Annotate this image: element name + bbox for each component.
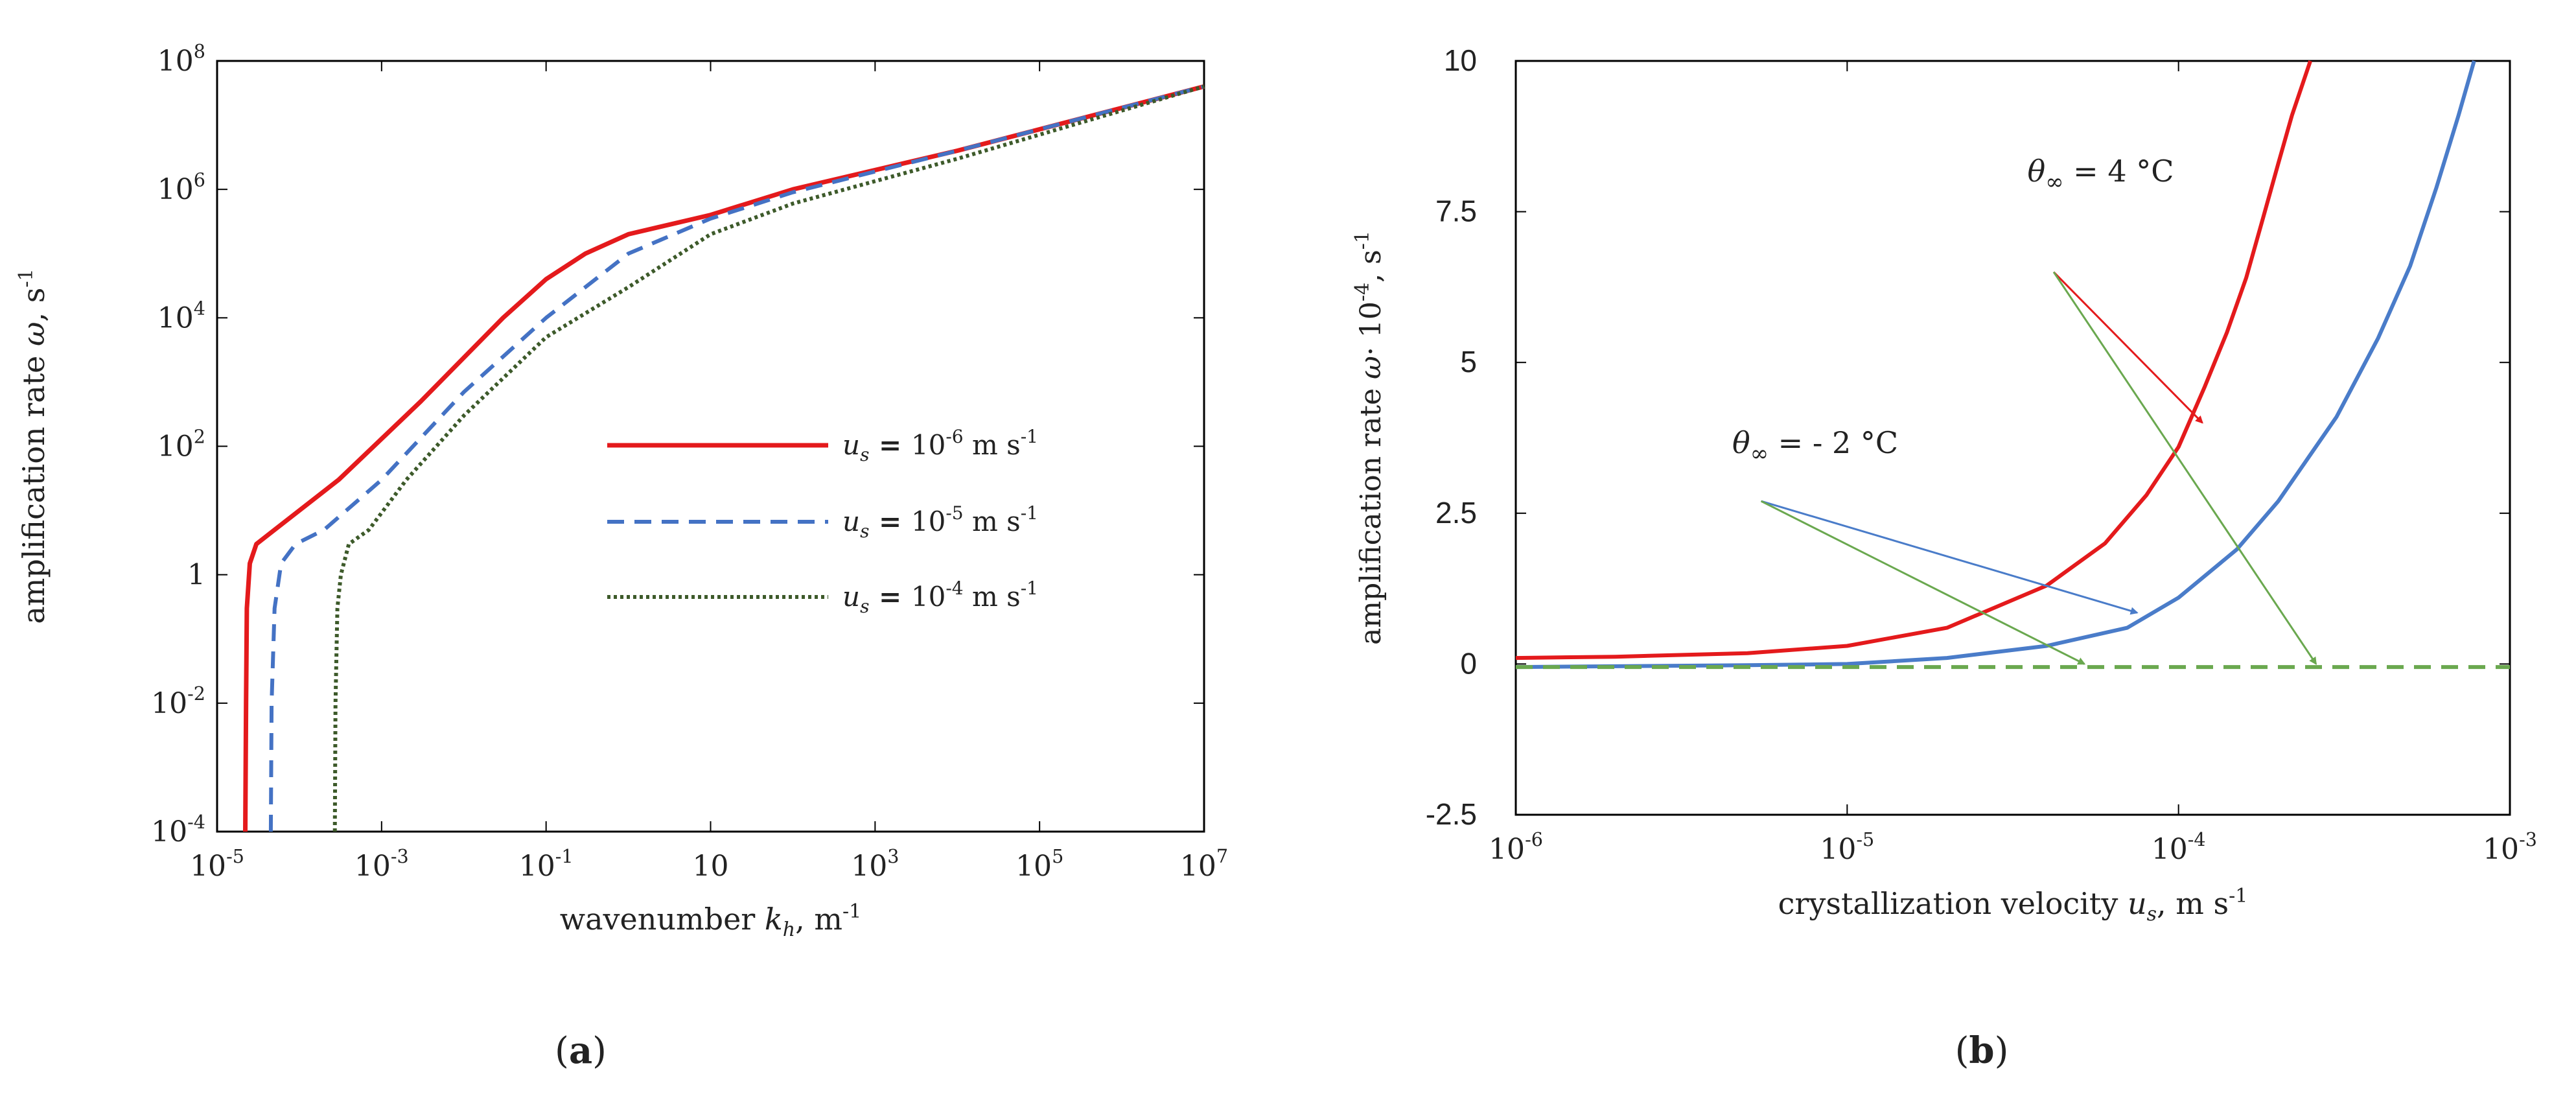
series-line-a-2	[268, 84, 1205, 832]
x-tick-label-b: 10-5	[1820, 828, 1874, 866]
y-tick-label-b: 5	[1460, 345, 1477, 379]
x-tick-label-a: 10-3	[354, 845, 409, 883]
x-tick-label-a: 10-1	[519, 845, 574, 883]
panel-label-a: (a)	[555, 1029, 607, 1072]
y-tick-label-a: 106	[157, 169, 205, 206]
x-axis-label-b: crystallization velocity us, m s-1	[1778, 885, 2248, 926]
y-tick-label-a: 102	[157, 426, 205, 463]
legend-label-a-1: us = 10-6 m s-1	[842, 426, 1038, 465]
y-axis-label-b: amplification rate ω· 10-4, s-1	[1351, 231, 1387, 645]
series-line-b-2	[1515, 60, 2476, 670]
x-tick-label-b: 10-6	[1489, 828, 1543, 866]
y-tick-label-a: 10-2	[151, 683, 205, 720]
y-tick-label-a: 108	[157, 40, 205, 78]
series-line-a-1	[243, 84, 1205, 832]
x-tick-label-a: 103	[851, 845, 899, 883]
y-tick-label-b: 10	[1444, 43, 1477, 77]
annotation-arrow-2-1	[1761, 500, 2139, 615]
annotation-label-2: θ∞ = - 2 °C	[1732, 425, 1898, 467]
y-tick-label-a: 10-4	[151, 811, 205, 848]
annotation-arrow-1-1	[2052, 271, 2203, 424]
chart-b: 10-6 10-5 10-4 10-3 -2.5 0 2.5 5 7.5 10 θ∞ = 4 °C θ…	[1351, 43, 2537, 1072]
legend-label-a-2: us = 10-5 m s-1	[842, 502, 1038, 542]
chart-a: 10-5 10-3 10-1 10 103 105 107 10-4 10-2 1 102 104 10…	[15, 40, 1228, 1072]
plot-frame-b	[1514, 60, 2511, 816]
x-tick-label-b: 10-4	[2152, 828, 2206, 866]
y-tick-label-b: -2.5	[1426, 797, 1477, 831]
y-axis-label-a: amplification rate ω, s-1	[15, 268, 51, 624]
x-tick-label-a: 10	[693, 850, 729, 883]
x-tick-label-b: 10-3	[2483, 828, 2537, 866]
panel-label-b: (b)	[1955, 1029, 2009, 1072]
series-line-a-3	[332, 84, 1205, 832]
series-line-b-1	[1515, 60, 2312, 660]
y-tick-label-b: 7.5	[1435, 194, 1477, 228]
y-tick-label-b: 2.5	[1435, 496, 1477, 530]
y-tick-label-a: 104	[157, 298, 205, 335]
y-tick-label-a: 1	[187, 559, 205, 592]
annotation-label-1: θ∞ = 4 °C	[2028, 154, 2174, 195]
annotation-arrow-1-2	[2052, 271, 2317, 666]
x-tick-label-a: 105	[1015, 845, 1063, 883]
y-tick-label-b: 0	[1460, 646, 1477, 680]
annotation-arrow-2-2	[1760, 500, 2086, 665]
x-tick-label-a: 107	[1180, 845, 1228, 883]
x-tick-label-a: 10-5	[190, 845, 244, 883]
x-axis-label-a: wavenumber kh, m-1	[560, 900, 861, 941]
legend-label-a-3: us = 10-4 m s-1	[842, 578, 1038, 617]
